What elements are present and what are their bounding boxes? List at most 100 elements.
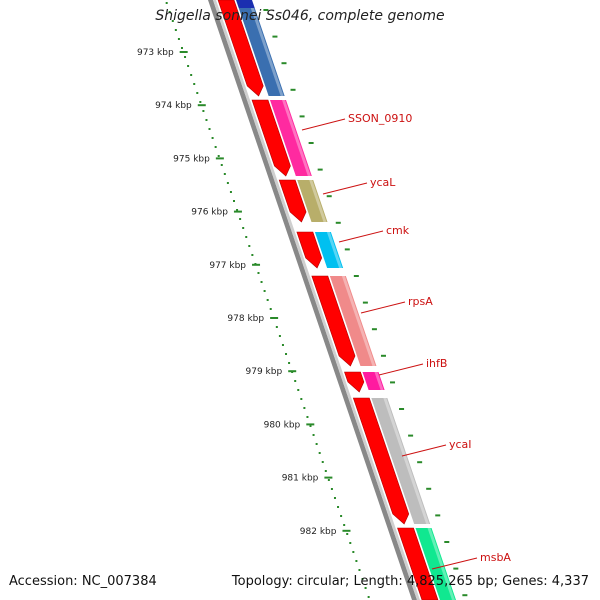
gene-strand-arrow	[397, 527, 439, 600]
ruler-tick-label: 975 kbp	[173, 154, 210, 164]
ruler-tick-label: 977 kbp	[209, 261, 246, 271]
gene-label-leader	[378, 363, 424, 376]
gene-label-leader	[431, 557, 478, 570]
ruler-dot	[352, 551, 355, 553]
ruler-dot	[330, 488, 333, 490]
gene-block-highlight	[309, 180, 327, 222]
gene-block-highlight	[250, 8, 284, 96]
ruler-dot	[202, 110, 205, 112]
ruler-dot	[364, 587, 367, 589]
ruler-dot	[321, 461, 324, 463]
gene-strand-arrow	[311, 275, 356, 367]
ruler-dot	[184, 56, 187, 58]
gene-label: ycaI	[449, 438, 472, 451]
ruler-dot	[281, 344, 284, 346]
ruler-dot	[260, 281, 263, 283]
ruler-dot	[180, 47, 183, 49]
gene-block-highlight	[427, 528, 455, 600]
ruler-dot	[312, 434, 315, 436]
ruler-dot	[211, 137, 214, 139]
gene-block-cap	[236, 0, 255, 8]
ruler-dot	[171, 20, 174, 22]
ruler-dot	[217, 155, 220, 157]
gene-block	[270, 100, 312, 176]
gene-label: ycaL	[370, 176, 396, 189]
ruler-dot	[263, 290, 266, 292]
ruler-dot	[327, 479, 330, 481]
ruler-dot	[242, 227, 245, 229]
gene-strand-arrow	[344, 371, 365, 393]
ruler-dot	[266, 299, 269, 301]
ruler-dot	[340, 515, 343, 517]
ruler-dot	[269, 308, 272, 310]
ruler-dot	[303, 407, 306, 409]
ruler-dot	[367, 596, 370, 598]
backbone-line	[208, 0, 417, 600]
ruler-dot	[318, 452, 321, 454]
gene-block	[362, 372, 385, 390]
ruler-dot	[236, 209, 239, 211]
gene-strand-arrow	[352, 397, 410, 525]
ruler-dot	[361, 578, 364, 580]
gene-label: rpsA	[408, 295, 433, 308]
gene-block	[238, 8, 285, 96]
gene-block-highlight	[374, 372, 384, 390]
topology-text: Topology: circular; Length: 4,825,265 bp…	[231, 574, 589, 589]
ruler-dot	[168, 11, 171, 13]
ruler-dot	[285, 353, 288, 355]
gene-strand-arrow	[278, 179, 307, 223]
ruler-dot	[349, 542, 352, 544]
gene-block	[371, 398, 431, 524]
ruler-tick-label: 973 kbp	[137, 48, 174, 58]
ruler-dot	[229, 191, 232, 193]
gene-strand-arrow	[217, 0, 264, 97]
ruler-dot	[358, 569, 361, 571]
ruler-dot	[309, 425, 312, 427]
ruler-tick-label: 974 kbp	[155, 101, 192, 111]
ruler-dot	[214, 146, 217, 148]
ruler-dot	[257, 272, 260, 274]
map-title: Shigella sonnei Ss046, complete genome	[155, 8, 445, 24]
ruler-dot	[300, 398, 303, 400]
ruler-dot	[343, 524, 346, 526]
ruler-dot	[245, 236, 248, 238]
ruler-dot	[226, 182, 229, 184]
gene-block	[314, 232, 344, 268]
gene-label: msbA	[480, 551, 511, 564]
ruler-dot	[193, 83, 196, 85]
ruler-dot	[324, 470, 327, 472]
gene-label-leader	[360, 301, 406, 314]
gene-label: ihfB	[426, 357, 447, 370]
ruler-dot	[220, 164, 223, 166]
gene-label: cmk	[386, 224, 410, 237]
gene-block-highlight	[282, 100, 311, 176]
ruler-dot	[233, 200, 235, 202]
gene-strand-arrow	[251, 99, 291, 177]
ruler-dot	[275, 326, 278, 328]
gene-block	[329, 276, 377, 366]
gene-block	[297, 180, 328, 222]
ruler-dot	[337, 506, 340, 508]
ruler-dot	[251, 254, 254, 256]
ruler-dot	[355, 560, 358, 562]
ruler-dot	[187, 65, 190, 67]
gene-block-highlight	[326, 232, 343, 268]
gene-label: SSON_0910	[348, 112, 412, 125]
ruler-dot	[297, 389, 300, 391]
ruler-dot	[315, 443, 318, 445]
ruler-tick-label: 980 kbp	[264, 420, 301, 430]
ruler-dot	[223, 173, 226, 175]
accession-text: Accession: NC_007384	[9, 574, 157, 589]
gene-label-leader	[338, 230, 384, 243]
gene-label-leader	[301, 118, 346, 131]
ruler-dot	[205, 119, 208, 121]
ruler-dot	[333, 497, 336, 499]
ruler-dot	[239, 218, 242, 220]
ruler-tick-label: 978 kbp	[227, 314, 264, 324]
gene-label-leader	[401, 444, 447, 457]
backbone-highlight	[213, 0, 420, 600]
gene-strand-arrow	[296, 231, 323, 269]
ruler-dot	[190, 74, 193, 76]
ruler-dot	[177, 38, 180, 40]
